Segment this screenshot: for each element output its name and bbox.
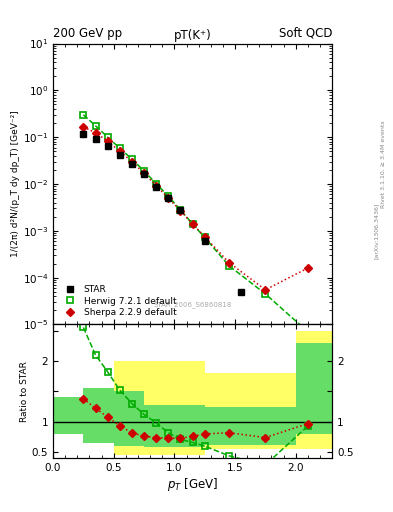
Herwig 7.2.1 default: [142, 168, 147, 174]
Sherpa 2.2.9 default: [166, 195, 171, 201]
Sherpa 2.2.9 default: [93, 130, 98, 136]
Text: Soft QCD: Soft QCD: [279, 27, 332, 40]
Text: Rivet 3.1.10, ≥ 3.4M events: Rivet 3.1.10, ≥ 3.4M events: [381, 120, 386, 208]
STAR: [154, 183, 158, 189]
Sherpa 2.2.9 default: [263, 287, 268, 293]
Y-axis label: 1/(2π) d²N/(p_T dy dp_T) [GeV⁻²]: 1/(2π) d²N/(p_T dy dp_T) [GeV⁻²]: [11, 111, 20, 258]
Y-axis label: Ratio to STAR: Ratio to STAR: [20, 361, 29, 422]
Sherpa 2.2.9 default: [105, 138, 110, 144]
STAR: [202, 238, 207, 244]
STAR: [178, 207, 183, 213]
STAR: [130, 161, 134, 167]
STAR: [105, 143, 110, 149]
Sherpa 2.2.9 default: [227, 260, 231, 266]
Sherpa 2.2.9 default: [305, 265, 310, 271]
Herwig 7.2.1 default: [166, 193, 171, 199]
Herwig 7.2.1 default: [190, 221, 195, 227]
Text: [arXiv:1306.3436]: [arXiv:1306.3436]: [374, 202, 379, 259]
Sherpa 2.2.9 default: [81, 124, 86, 130]
Sherpa 2.2.9 default: [142, 170, 147, 176]
Sherpa 2.2.9 default: [190, 221, 195, 227]
STAR: [166, 195, 171, 201]
Herwig 7.2.1 default: [105, 134, 110, 140]
Herwig 7.2.1 default: [202, 234, 207, 241]
X-axis label: $p_T$ [GeV]: $p_T$ [GeV]: [167, 476, 218, 493]
Title: pT(K⁺): pT(K⁺): [174, 29, 211, 42]
Text: STAR_2006_S6860818: STAR_2006_S6860818: [153, 301, 232, 308]
Sherpa 2.2.9 default: [178, 207, 183, 214]
Herwig 7.2.1 default: [93, 123, 98, 129]
Herwig 7.2.1 default: [227, 263, 231, 269]
Herwig 7.2.1 default: [81, 112, 86, 118]
Line: STAR: STAR: [80, 131, 244, 295]
STAR: [239, 289, 243, 295]
STAR: [81, 131, 86, 137]
Herwig 7.2.1 default: [154, 181, 158, 187]
Sherpa 2.2.9 default: [202, 233, 207, 240]
Herwig 7.2.1 default: [263, 291, 268, 297]
Sherpa 2.2.9 default: [118, 148, 122, 154]
Herwig 7.2.1 default: [178, 207, 183, 213]
STAR: [93, 136, 98, 142]
Sherpa 2.2.9 default: [154, 183, 158, 189]
Legend: STAR, Herwig 7.2.1 default, Sherpa 2.2.9 default: STAR, Herwig 7.2.1 default, Sherpa 2.2.9…: [57, 282, 179, 320]
STAR: [142, 172, 147, 178]
Herwig 7.2.1 default: [305, 329, 310, 335]
Text: 200 GeV pp: 200 GeV pp: [53, 27, 122, 40]
Line: Herwig 7.2.1 default: Herwig 7.2.1 default: [80, 111, 311, 335]
STAR: [118, 152, 122, 158]
Sherpa 2.2.9 default: [130, 159, 134, 165]
Herwig 7.2.1 default: [118, 145, 122, 152]
Line: Sherpa 2.2.9 default: Sherpa 2.2.9 default: [81, 124, 310, 292]
Herwig 7.2.1 default: [130, 156, 134, 162]
